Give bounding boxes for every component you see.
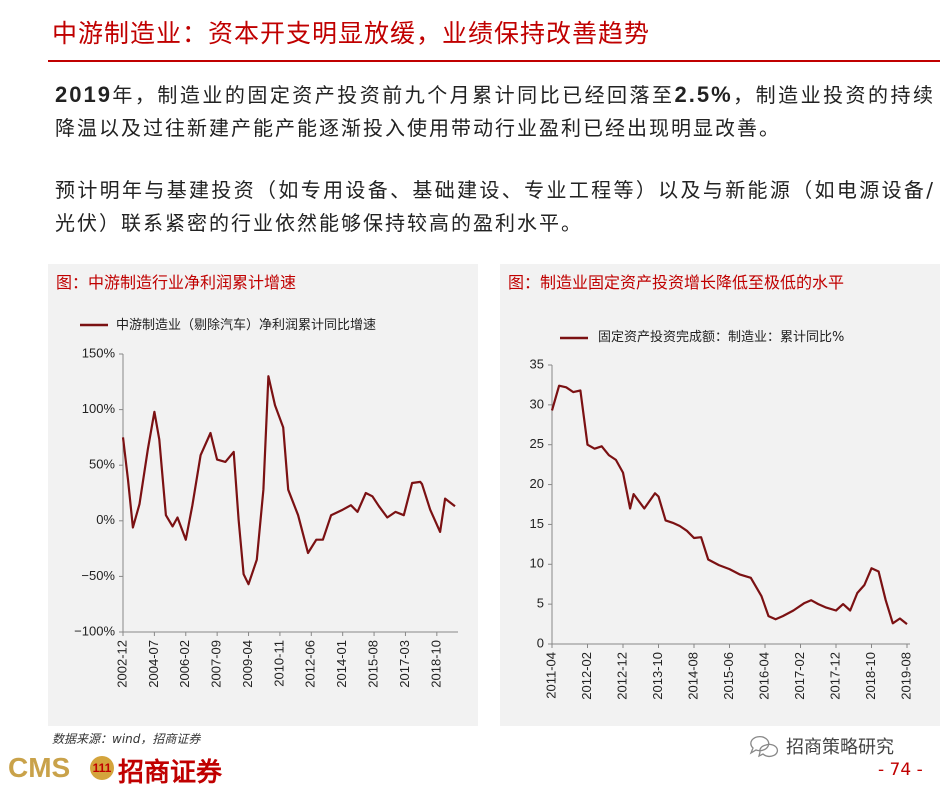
x-tick-label: 2004-07 (146, 640, 161, 688)
y-tick-label: −50% (81, 568, 115, 583)
x-tick-label: 2018-10 (863, 652, 878, 700)
bold-text: 2.5% (674, 82, 733, 107)
wechat-icon (749, 735, 779, 758)
x-tick-label: 2012-02 (579, 652, 594, 700)
bold-text: 2019 (55, 82, 112, 107)
y-tick-label: 100% (82, 401, 116, 416)
logo-badge (90, 756, 114, 780)
x-tick-label: 2002-12 (114, 640, 129, 688)
paragraph: 预计明年与基建投资（如专用设备、基础建设、专业工程等）以及与新能源（如电源设备/… (55, 174, 935, 240)
x-tick-label: 2010-11 (271, 640, 286, 687)
x-tick-label: 2011-04 (543, 652, 558, 699)
y-tick-label: 0% (96, 512, 115, 527)
x-tick-label: 2014-01 (334, 640, 349, 688)
page-number: - 74 - (878, 760, 923, 780)
y-tick-label: 20 (530, 476, 544, 491)
data-line (121, 375, 456, 586)
watermark: 招商策略研究 (786, 737, 894, 758)
text: ，制造业投资的持续降温以及过往新建产能产能逐渐投入使用带动行业盈利已经出现明显改… (55, 83, 935, 140)
chart-title: 图：中游制造行业净利润累计增速 (56, 273, 297, 292)
y-tick-label: 30 (530, 396, 544, 411)
x-tick-label: 2007-09 (209, 640, 224, 688)
x-tick-label: 2012-06 (303, 640, 318, 688)
x-tick-label: 2016-04 (756, 652, 771, 700)
x-tick-label: 2017-02 (792, 652, 807, 700)
x-tick-label: 2015-08 (366, 640, 381, 688)
chart-panel (500, 264, 940, 726)
x-tick-label: 2015-06 (721, 652, 736, 700)
chart-title: 图：制造业固定资产投资增长降低至极低的水平 (508, 273, 845, 292)
source-note: 数据来源：wind，招商证券 (52, 732, 201, 746)
y-tick-label: 5 (537, 596, 544, 611)
x-tick-label: 2017-03 (397, 640, 412, 688)
logo-name: 招商证券 (118, 758, 223, 788)
legend-label: 中游制造业（剔除汽车）净利润累计同比增速 (116, 318, 377, 333)
y-tick-label: −100% (74, 623, 115, 638)
y-tick-label: 0 (537, 635, 544, 650)
x-tick-label: 2017-12 (827, 652, 842, 700)
text: 预计明年与基建投资（如专用设备、基础建设、专业工程等）以及与新能源（如电源设备/… (55, 178, 935, 235)
x-tick-label: 2018-10 (428, 640, 443, 688)
title-rule (48, 60, 940, 62)
x-tick-label: 2014-08 (685, 652, 700, 700)
text: 年，制造业的固定资产投资前九个月累计同比已经回落至 (111, 83, 675, 107)
y-tick-label: 50% (89, 457, 115, 472)
paragraph: 2019年，制造业的固定资产投资前九个月累计同比已经回落至2.5%，制造业投资的… (55, 78, 935, 145)
slide-title: 中游制造业：资本开支明显放缓，业绩保持改善趋势 (52, 19, 651, 48)
legend-label: 固定资产投资完成额：制造业：累计同比% (598, 330, 845, 345)
logo-mark: CMS (8, 752, 71, 783)
y-tick-label: 10 (530, 556, 544, 571)
logo-badge-mark: 111 (93, 761, 112, 775)
y-tick-label: 15 (530, 516, 544, 531)
data-line (550, 384, 908, 625)
x-tick-label: 2013-10 (650, 652, 665, 700)
y-tick-label: 25 (530, 436, 544, 451)
y-tick-label: 35 (530, 356, 544, 371)
x-tick-label: 2012-12 (614, 652, 629, 700)
y-tick-label: 150% (82, 345, 116, 360)
x-tick-label: 2006-02 (177, 640, 192, 688)
x-tick-label: 2009-04 (240, 640, 255, 688)
x-tick-label: 2019-08 (898, 652, 913, 700)
